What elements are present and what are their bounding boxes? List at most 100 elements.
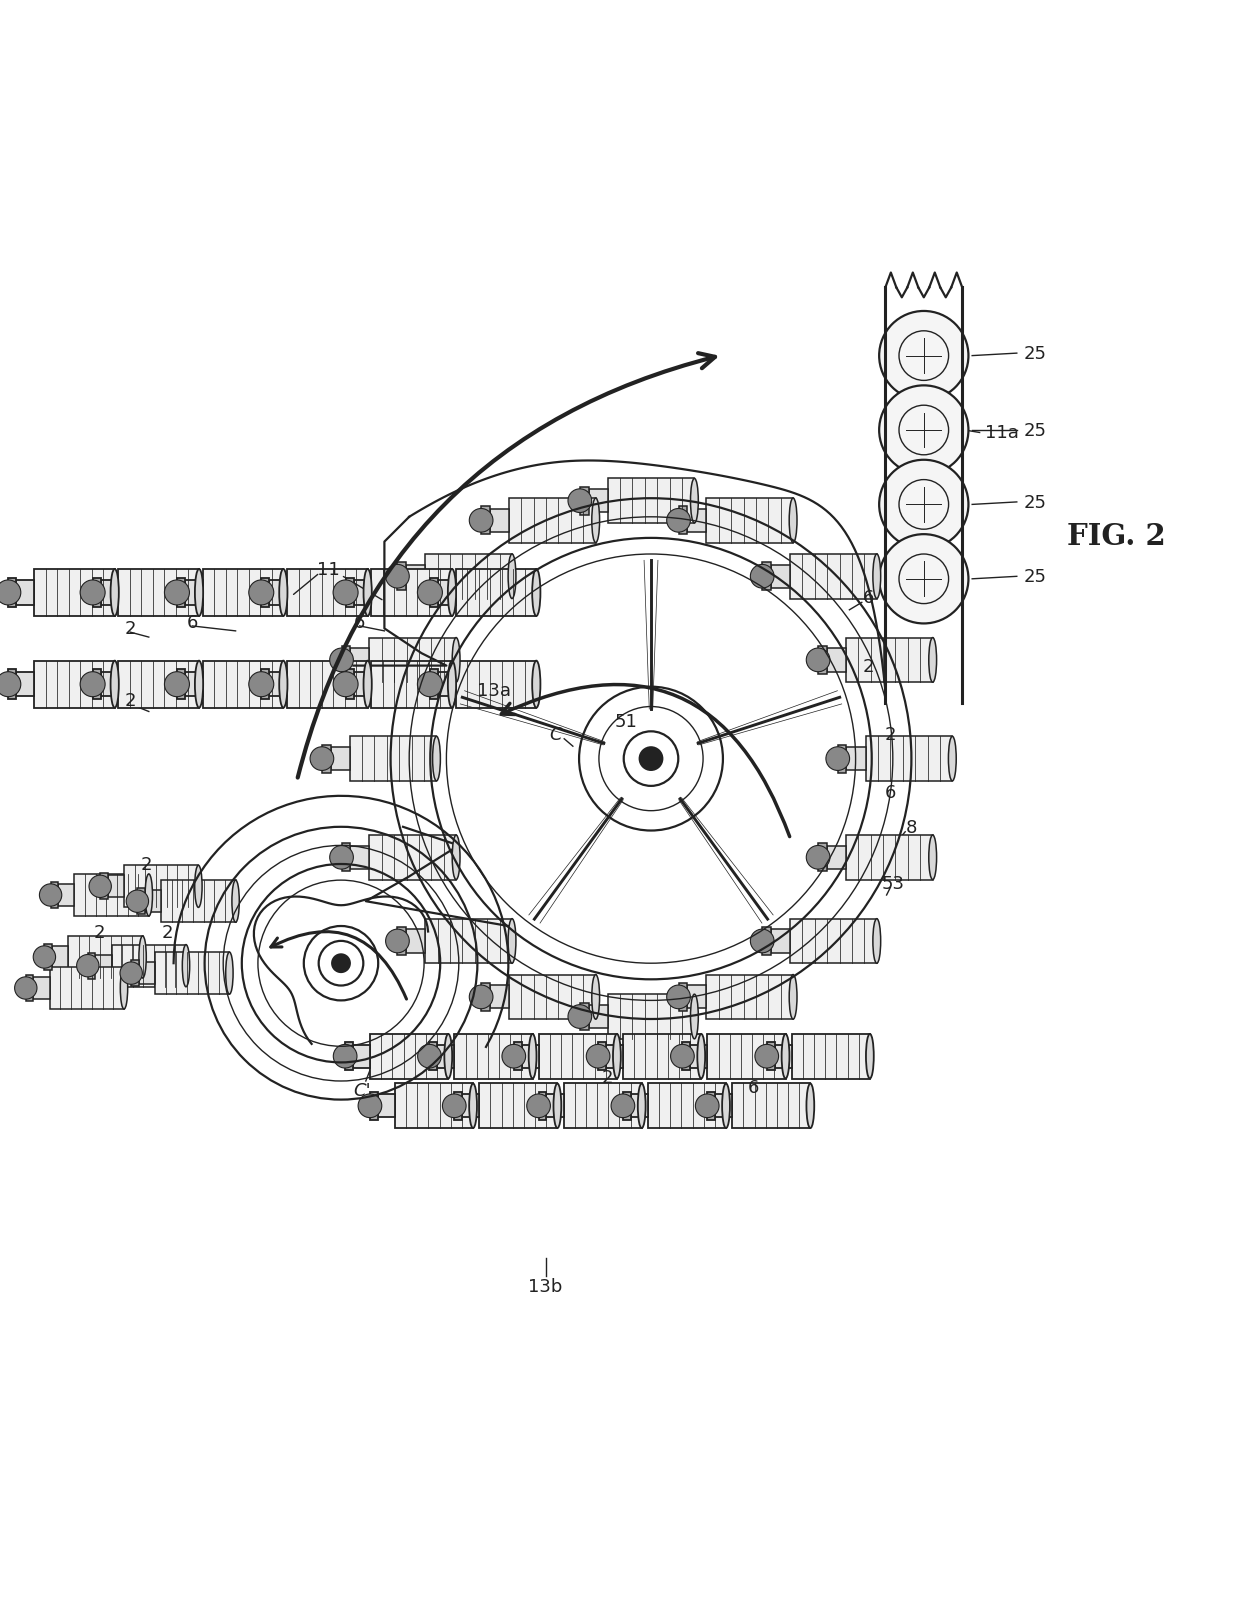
Bar: [350, 846, 370, 870]
Ellipse shape: [448, 570, 456, 616]
Bar: [203, 661, 284, 708]
Circle shape: [334, 1045, 357, 1069]
Circle shape: [0, 672, 21, 697]
Circle shape: [418, 581, 443, 605]
Bar: [161, 881, 236, 923]
Bar: [398, 928, 407, 955]
Ellipse shape: [363, 661, 372, 708]
Bar: [203, 570, 284, 616]
Text: C': C': [353, 1082, 371, 1099]
Circle shape: [667, 985, 691, 1010]
Ellipse shape: [532, 570, 541, 616]
Circle shape: [418, 672, 443, 697]
Bar: [100, 873, 108, 900]
Bar: [45, 944, 52, 971]
Text: 51: 51: [615, 713, 637, 730]
Bar: [100, 581, 119, 605]
Bar: [269, 581, 288, 605]
Circle shape: [469, 509, 494, 533]
Bar: [139, 963, 155, 984]
Bar: [508, 974, 595, 1019]
Bar: [93, 669, 100, 700]
Bar: [185, 672, 203, 697]
Ellipse shape: [806, 1083, 815, 1128]
Bar: [687, 509, 707, 533]
Bar: [269, 672, 288, 697]
Bar: [563, 1083, 642, 1128]
Bar: [438, 581, 456, 605]
Bar: [407, 929, 425, 953]
Circle shape: [310, 748, 334, 770]
Ellipse shape: [532, 661, 541, 708]
Text: 11a: 11a: [985, 424, 1019, 443]
Ellipse shape: [120, 968, 128, 1010]
Bar: [353, 581, 372, 605]
Circle shape: [443, 1095, 466, 1119]
Bar: [372, 661, 451, 708]
Bar: [262, 669, 269, 700]
Circle shape: [77, 955, 99, 977]
Bar: [185, 581, 203, 605]
Bar: [372, 570, 451, 616]
Bar: [624, 1034, 702, 1079]
Circle shape: [358, 1095, 382, 1119]
Circle shape: [331, 953, 351, 974]
Ellipse shape: [145, 875, 153, 916]
Text: 2: 2: [862, 656, 874, 676]
Bar: [691, 1045, 707, 1069]
Ellipse shape: [789, 974, 797, 1019]
Ellipse shape: [226, 952, 233, 995]
Bar: [678, 507, 687, 534]
Ellipse shape: [453, 836, 460, 880]
Ellipse shape: [469, 1083, 477, 1128]
Bar: [589, 490, 608, 514]
Bar: [58, 884, 74, 907]
Bar: [547, 1095, 563, 1117]
Text: 6: 6: [862, 589, 874, 607]
Ellipse shape: [591, 974, 600, 1019]
Circle shape: [639, 746, 663, 772]
Bar: [771, 929, 790, 953]
Bar: [454, 1091, 463, 1120]
Text: 13a: 13a: [476, 682, 511, 700]
Bar: [481, 507, 490, 534]
Bar: [119, 661, 198, 708]
Bar: [846, 836, 932, 880]
Bar: [394, 1083, 474, 1128]
Bar: [378, 1095, 394, 1117]
Bar: [124, 865, 198, 908]
Ellipse shape: [195, 661, 203, 708]
Bar: [622, 1091, 631, 1120]
Text: 11: 11: [317, 560, 340, 578]
Text: 25: 25: [1024, 345, 1047, 363]
Bar: [9, 669, 16, 700]
Text: 2: 2: [140, 855, 153, 873]
Text: 13b: 13b: [528, 1278, 563, 1295]
Bar: [438, 1045, 455, 1069]
Bar: [790, 555, 877, 599]
Circle shape: [568, 1005, 591, 1029]
Bar: [678, 984, 687, 1011]
Bar: [866, 737, 952, 782]
Bar: [33, 977, 50, 1000]
Bar: [346, 578, 353, 608]
Bar: [775, 1045, 792, 1069]
Bar: [9, 578, 16, 608]
Bar: [16, 581, 33, 605]
Ellipse shape: [553, 1083, 562, 1128]
Circle shape: [587, 1045, 610, 1069]
Ellipse shape: [722, 1083, 730, 1128]
Ellipse shape: [691, 995, 698, 1038]
Bar: [479, 1083, 557, 1128]
Bar: [370, 639, 456, 682]
Bar: [827, 846, 846, 870]
Circle shape: [879, 534, 968, 624]
Ellipse shape: [110, 661, 119, 708]
Circle shape: [879, 311, 968, 401]
Bar: [508, 499, 595, 544]
Bar: [288, 570, 367, 616]
Circle shape: [330, 846, 353, 870]
Text: 53: 53: [882, 875, 904, 892]
Ellipse shape: [949, 737, 956, 782]
Circle shape: [750, 565, 774, 589]
